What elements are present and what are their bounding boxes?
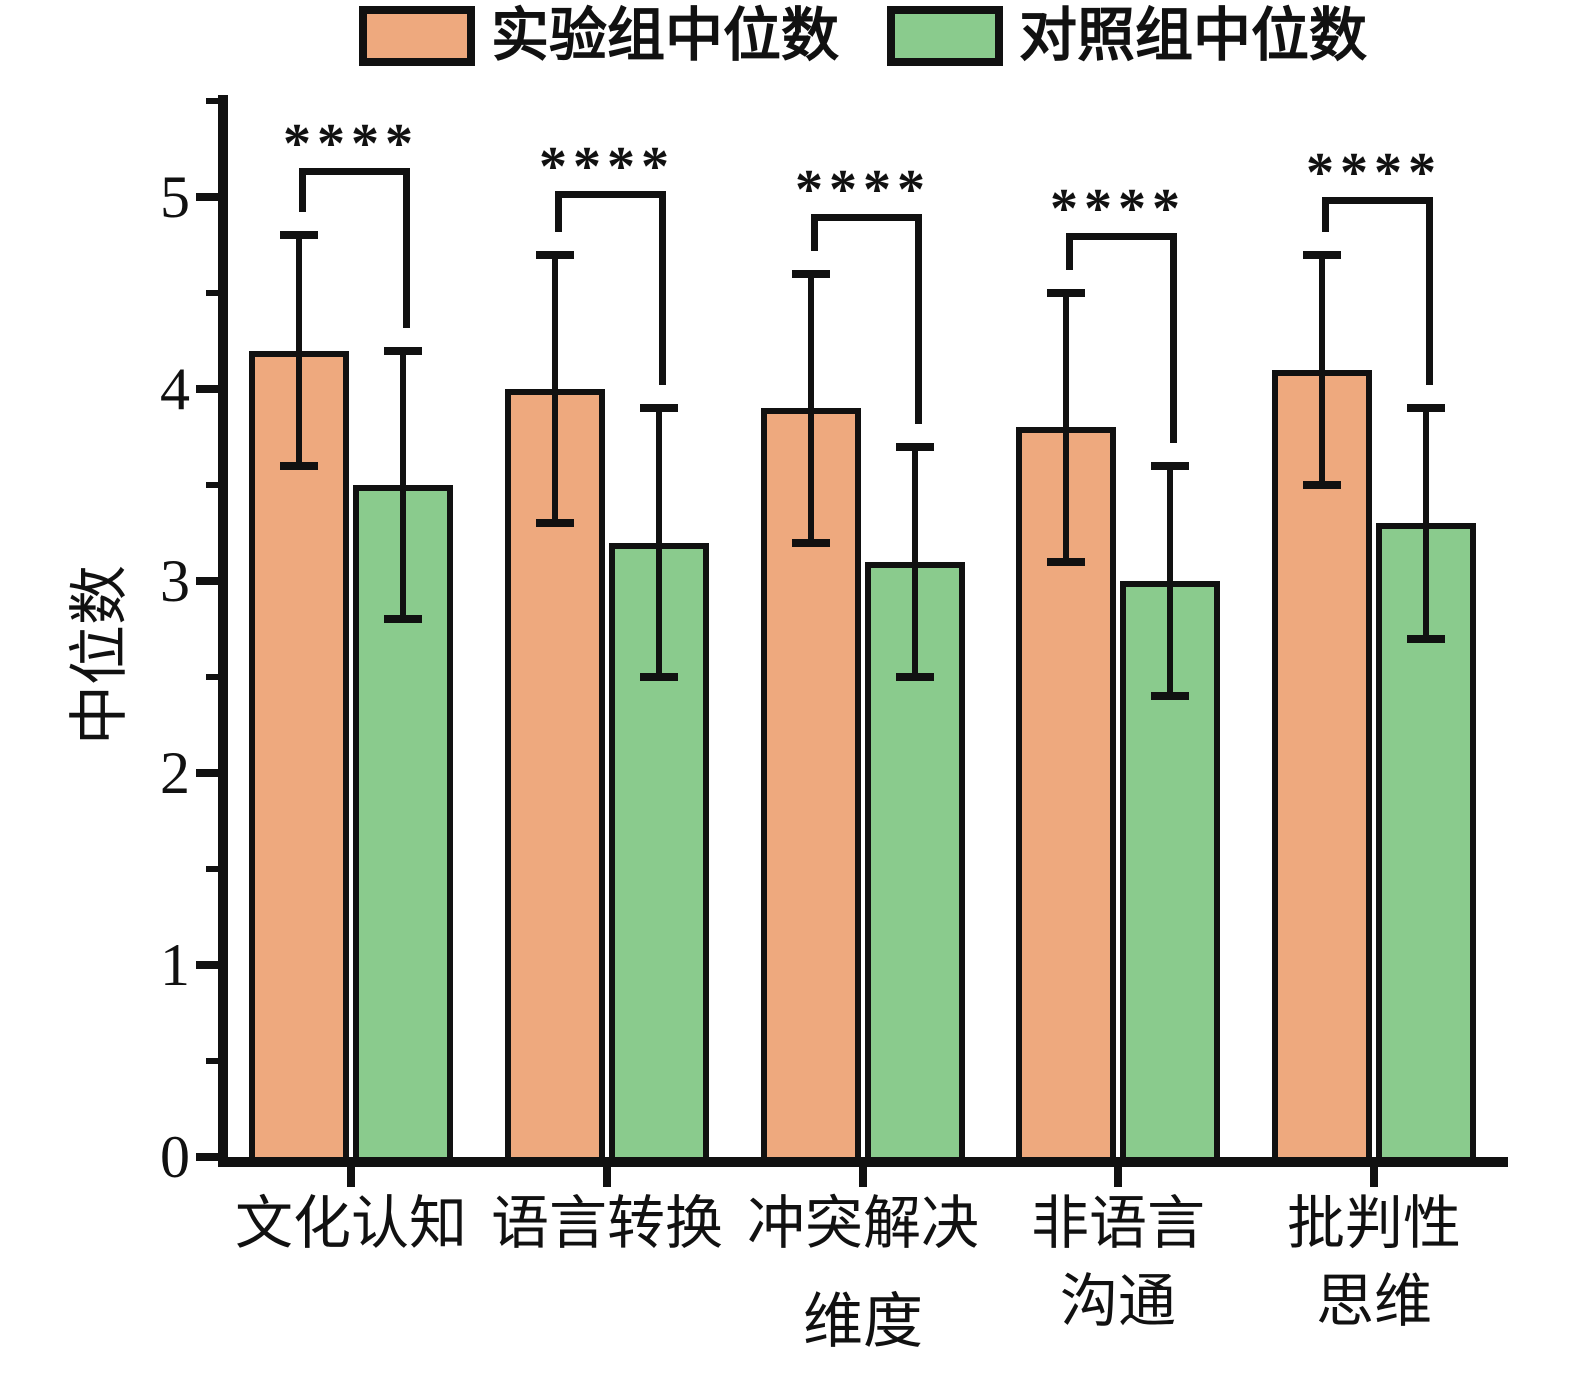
significance-bracket-left [299,168,306,213]
y-major-tick [196,769,218,777]
x-axis-title: 维度 [803,1289,923,1355]
x-category-label: 语言转换 [490,1191,723,1256]
y-minor-tick [206,98,218,104]
significance-bracket-top [555,191,666,199]
error-bar-cap-bottom [1407,634,1445,643]
error-bar-cap-bottom [280,461,318,470]
y-major-tick [196,1153,218,1161]
error-bar-cap-bottom [536,519,574,528]
x-tick [859,1167,867,1187]
error-bar-line [1319,254,1325,485]
significance-bracket-right [659,191,666,386]
bar-control [609,542,709,1163]
x-category-label: 批判性 思维 [1286,1191,1461,1335]
legend-swatch-experimental [358,6,475,66]
error-bar-line [552,254,558,524]
significance-bracket-top [1322,197,1433,204]
significance-bracket-right [1170,233,1177,443]
y-tick-label: 2 [160,740,190,806]
legend-item-experimental: 实验组中位数 [358,3,839,68]
significance-bracket-top [811,214,922,222]
x-tick [1370,1167,1378,1187]
significance-label: **** [1306,142,1442,204]
legend-swatch-control [887,6,1003,66]
bar-experimental [1272,369,1372,1163]
y-minor-tick [206,1058,218,1064]
x-category-label: 非语言 沟通 [1030,1191,1205,1335]
error-bar-cap-bottom [1047,557,1085,566]
significance-bracket-left [811,214,818,251]
y-axis-spine [218,95,228,1167]
y-tick-label: 1 [160,932,190,998]
y-tick-label: 3 [160,548,190,614]
error-bar-line [1423,408,1429,639]
error-bar-cap-top [536,250,574,259]
significance-label: **** [1050,178,1186,241]
significance-bracket-top [299,168,410,176]
x-category-label: 文化认知 [234,1191,467,1256]
error-bar-cap-bottom [896,673,934,681]
x-tick [347,1167,355,1187]
error-bar-cap-top [1407,404,1445,413]
x-category-label: 冲突解决 [746,1191,979,1256]
error-bar-cap-bottom [1151,692,1189,701]
error-bar-cap-top [896,442,934,451]
error-bar-line [1167,465,1173,697]
legend-item-control: 对照组中位数 [887,6,1367,66]
x-tick [1114,1167,1122,1187]
significance-bracket-top [1066,233,1177,241]
significance-label: **** [539,136,675,199]
y-minor-tick [206,290,218,296]
significance-bracket-left [1066,233,1073,270]
error-bar-cap-bottom [640,673,678,681]
significance-bracket-right [915,214,922,424]
significance-bracket-left [555,191,562,232]
x-tick [603,1167,611,1187]
significance-label: **** [795,159,931,222]
significance-label: **** [283,113,419,176]
bar-experimental [249,350,349,1163]
error-bar-cap-bottom [1303,481,1341,489]
y-minor-tick [206,866,218,872]
error-bar-line [296,235,302,466]
x-axis-spine [218,1157,1508,1167]
y-tick-label: 5 [160,164,190,230]
error-bar-line [400,350,406,620]
error-bar-cap-bottom [792,538,830,547]
y-major-tick [196,961,218,969]
legend-label-control: 对照组中位数 [1019,3,1368,68]
significance-bracket-right [1426,197,1433,386]
error-bar-cap-top [792,269,830,278]
error-bar-line [1063,293,1069,562]
y-minor-tick [206,674,218,680]
y-major-tick [196,193,218,201]
y-tick-label: 4 [160,356,190,422]
significance-bracket-left [1322,197,1329,232]
y-major-tick [196,577,218,585]
error-bar-cap-top [384,346,422,355]
y-major-tick [196,385,218,393]
legend: 实验组中位数 对照组中位数 [218,0,1508,72]
error-bar-cap-top [1303,250,1341,259]
legend-label-experimental: 实验组中位数 [490,3,839,68]
error-bar-cap-top [1151,461,1189,470]
error-bar-cap-top [280,231,318,240]
error-bar-line [912,446,918,677]
error-bar-cap-top [640,404,678,413]
error-bar-cap-top [1047,289,1085,297]
y-axis-title: 中位数 [67,565,133,745]
y-minor-tick [206,482,218,488]
error-bar-cap-bottom [384,615,422,624]
significance-bracket-right [403,168,410,328]
error-bar-line [656,408,662,677]
error-bar-line [808,273,814,543]
y-tick-label: 0 [160,1124,190,1190]
